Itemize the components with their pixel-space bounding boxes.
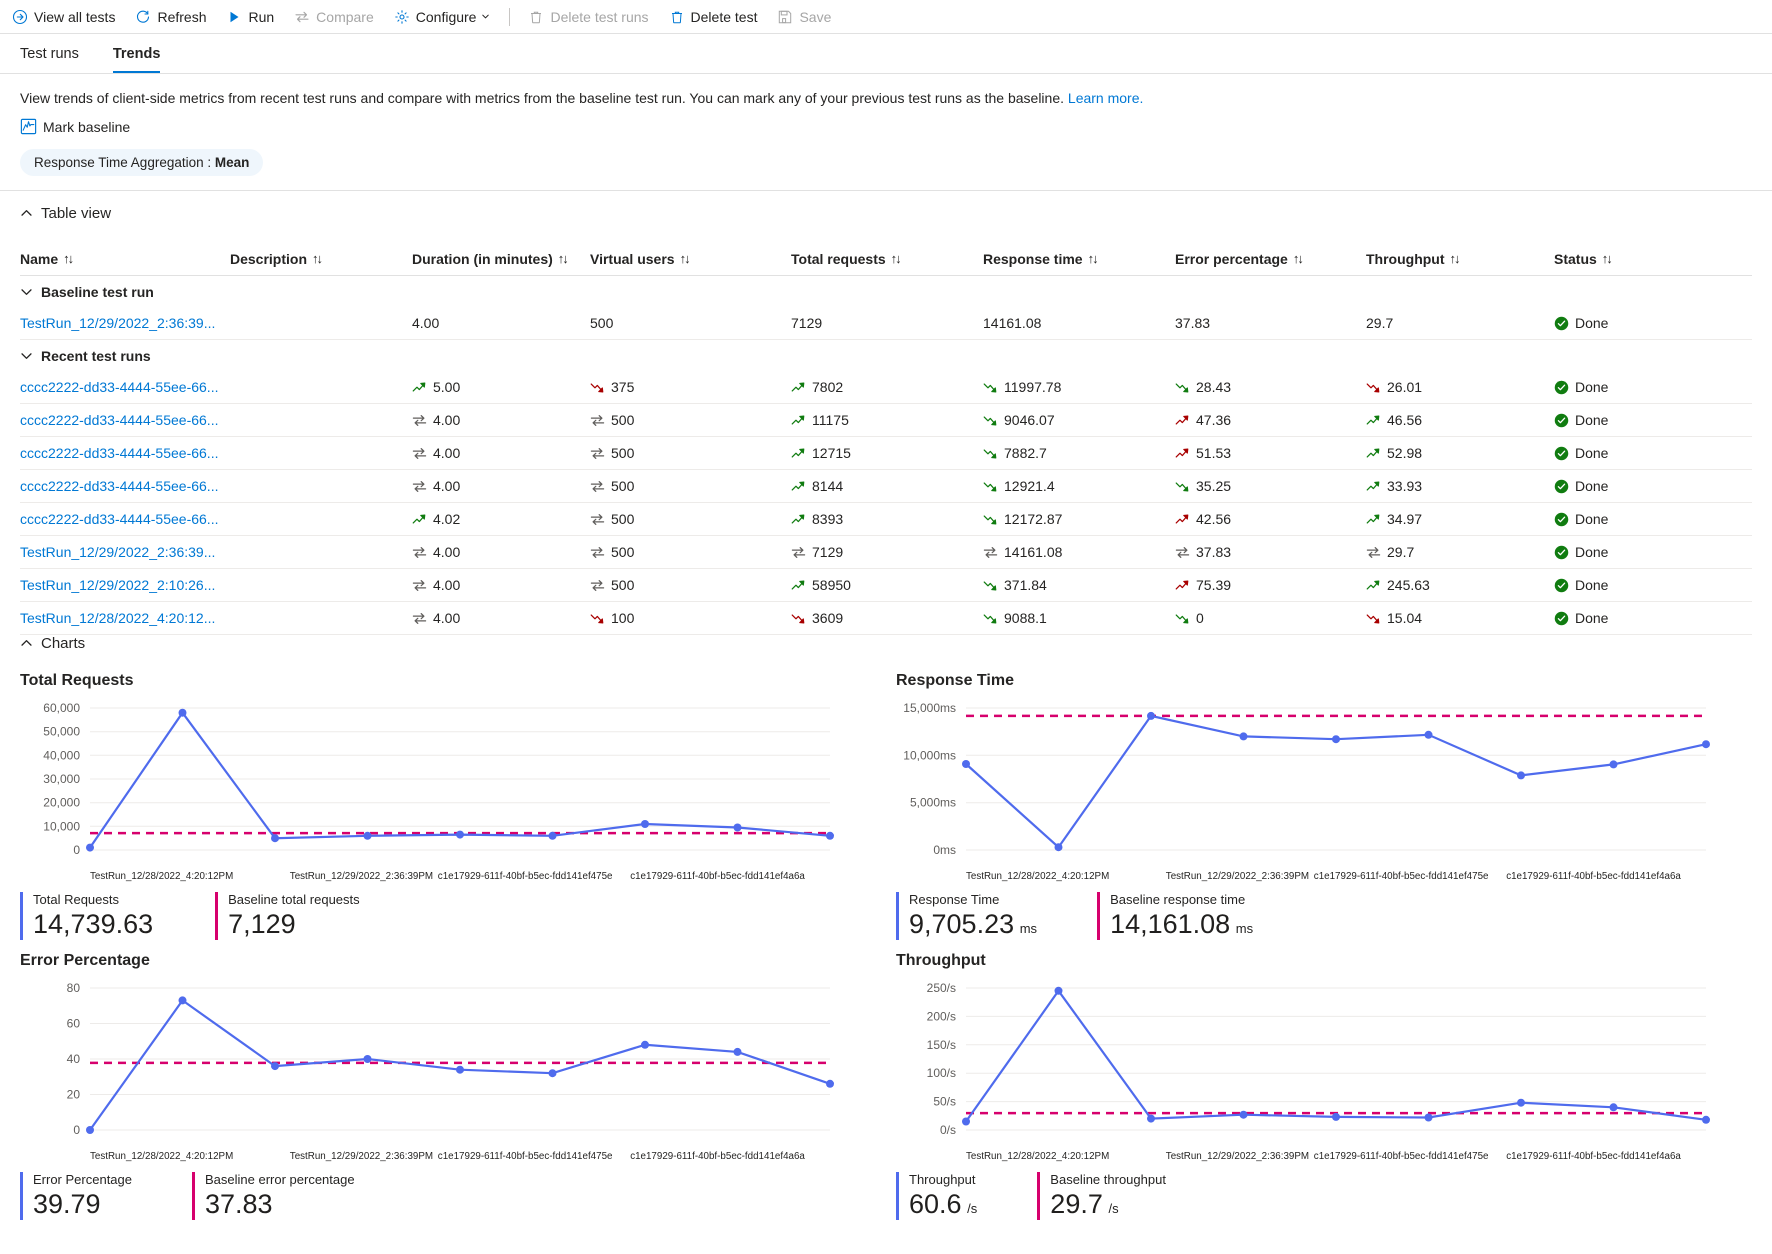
svg-text:10,000: 10,000 [43, 819, 80, 833]
svg-text:100/s: 100/s [927, 1066, 956, 1080]
svg-text:TestRun_12/28/2022_4:20:12PM: TestRun_12/28/2022_4:20:12PM [966, 871, 1109, 882]
svg-text:c1e17929-611f-40bf-b5ec-fdd141: c1e17929-611f-40bf-b5ec-fdd141ef475e [1314, 871, 1489, 882]
svg-text:150/s: 150/s [927, 1038, 956, 1052]
svg-text:TestRun_12/29/2022_2:36:39PM: TestRun_12/29/2022_2:36:39PM [290, 871, 433, 882]
svg-text:TestRun_12/28/2022_4:20:12PM: TestRun_12/28/2022_4:20:12PM [90, 1151, 233, 1162]
svg-text:TestRun_12/28/2022_4:20:12PM: TestRun_12/28/2022_4:20:12PM [90, 871, 233, 882]
svg-text:TestRun_12/29/2022_2:36:39PM: TestRun_12/29/2022_2:36:39PM [290, 1151, 433, 1162]
svg-text:80: 80 [67, 981, 81, 995]
svg-text:0: 0 [73, 1123, 80, 1137]
svg-text:20: 20 [67, 1088, 81, 1102]
svg-text:TestRun_12/28/2022_4:20:12PM: TestRun_12/28/2022_4:20:12PM [966, 1151, 1109, 1162]
svg-text:0: 0 [73, 843, 80, 857]
svg-text:30,000: 30,000 [43, 772, 80, 786]
svg-text:60: 60 [67, 1017, 81, 1031]
svg-text:c1e17929-611f-40bf-b5ec-fdd141: c1e17929-611f-40bf-b5ec-fdd141ef4a6a [1506, 1151, 1681, 1162]
svg-text:TestRun_12/29/2022_2:36:39PM: TestRun_12/29/2022_2:36:39PM [1166, 1151, 1309, 1162]
svg-text:TestRun_12/29/2022_2:36:39PM: TestRun_12/29/2022_2:36:39PM [1166, 871, 1309, 882]
svg-text:0ms: 0ms [933, 843, 956, 857]
svg-text:c1e17929-611f-40bf-b5ec-fdd141: c1e17929-611f-40bf-b5ec-fdd141ef4a6a [630, 1151, 805, 1162]
svg-text:15,000ms: 15,000ms [903, 701, 956, 715]
svg-text:c1e17929-611f-40bf-b5ec-fdd141: c1e17929-611f-40bf-b5ec-fdd141ef4a6a [630, 871, 805, 882]
svg-text:200/s: 200/s [927, 1009, 956, 1023]
svg-text:40,000: 40,000 [43, 748, 80, 762]
svg-text:0/s: 0/s [940, 1123, 956, 1137]
svg-text:c1e17929-611f-40bf-b5ec-fdd141: c1e17929-611f-40bf-b5ec-fdd141ef475e [438, 1151, 613, 1162]
svg-text:50/s: 50/s [933, 1095, 956, 1109]
svg-text:c1e17929-611f-40bf-b5ec-fdd141: c1e17929-611f-40bf-b5ec-fdd141ef4a6a [1506, 871, 1681, 882]
svg-text:c1e17929-611f-40bf-b5ec-fdd141: c1e17929-611f-40bf-b5ec-fdd141ef475e [1314, 1151, 1489, 1162]
svg-text:50,000: 50,000 [43, 725, 80, 739]
svg-text:20,000: 20,000 [43, 796, 80, 810]
svg-text:40: 40 [67, 1052, 81, 1066]
svg-text:10,000ms: 10,000ms [903, 748, 956, 762]
svg-text:250/s: 250/s [927, 981, 956, 995]
svg-text:c1e17929-611f-40bf-b5ec-fdd141: c1e17929-611f-40bf-b5ec-fdd141ef475e [438, 871, 613, 882]
svg-text:60,000: 60,000 [43, 701, 80, 715]
svg-text:5,000ms: 5,000ms [910, 796, 956, 810]
